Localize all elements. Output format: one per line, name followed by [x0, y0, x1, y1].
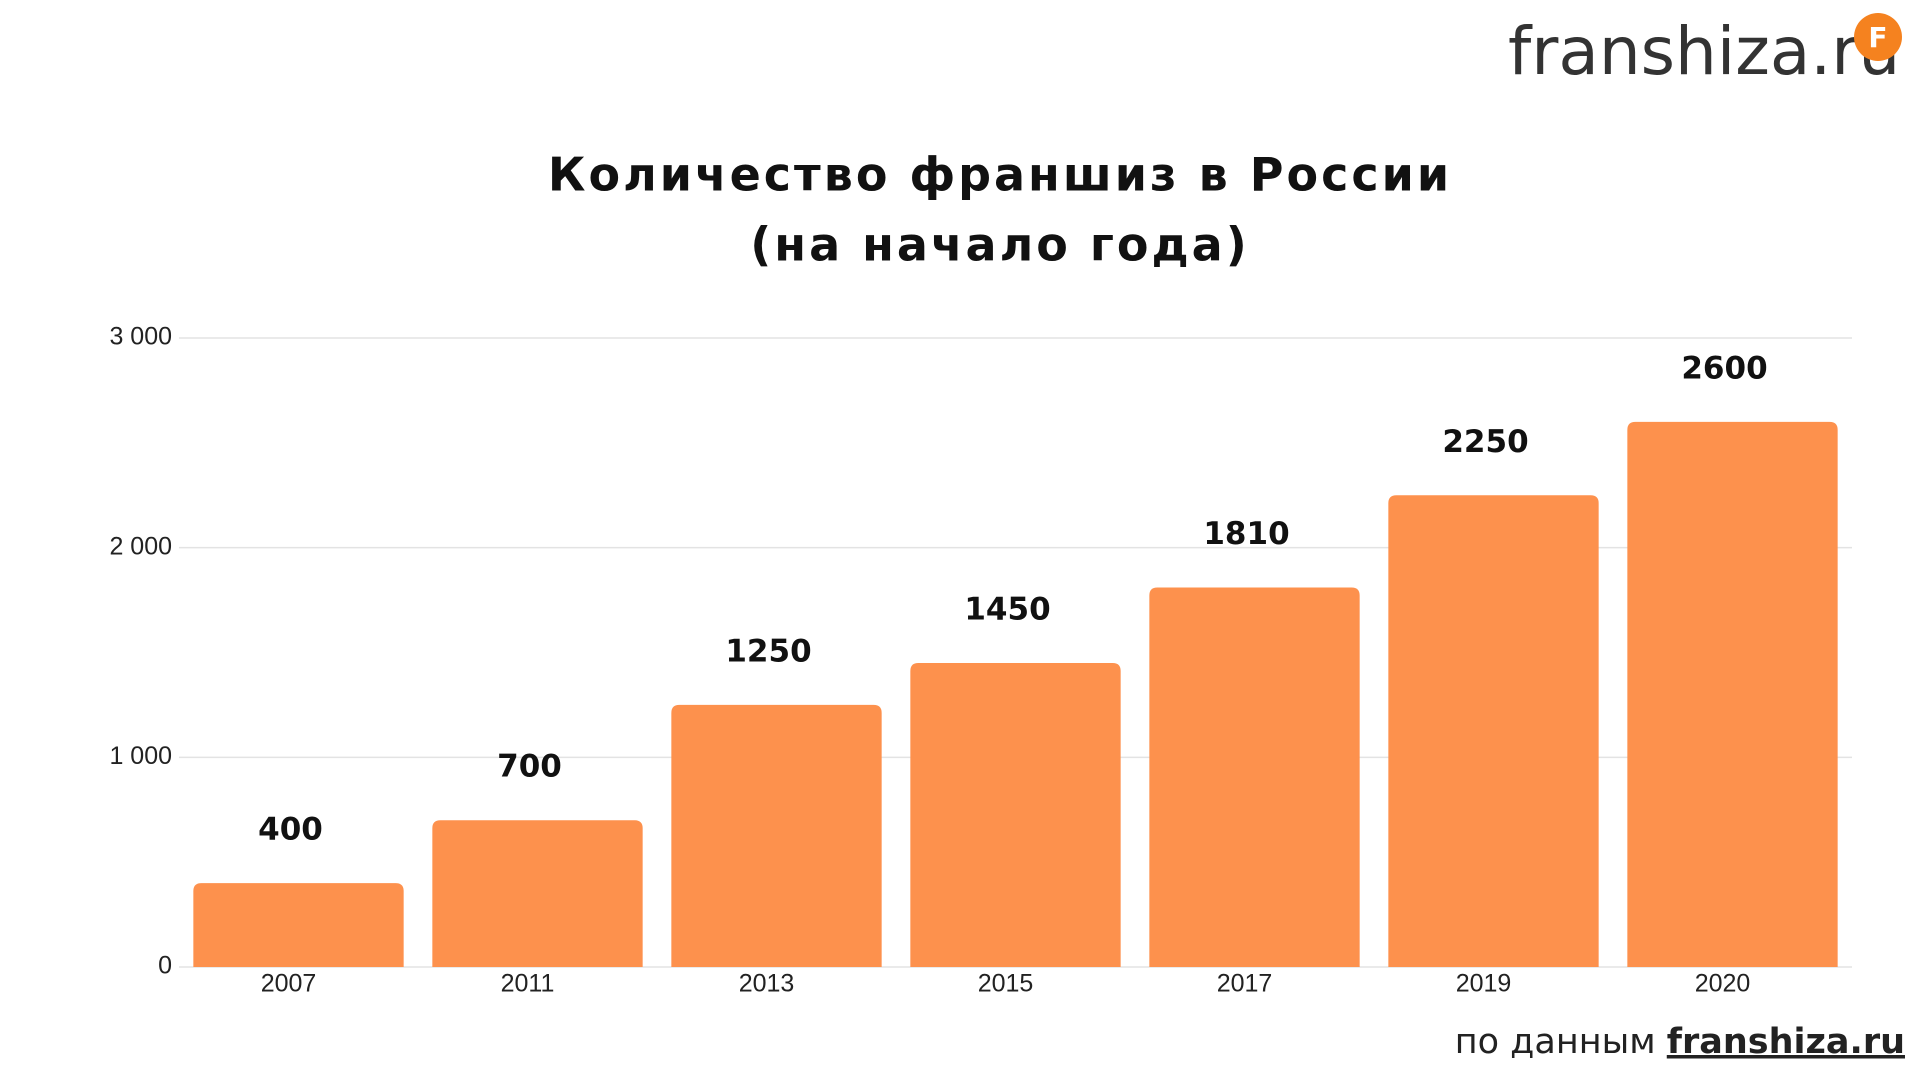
value-label: 2600	[1681, 350, 1767, 386]
y-tick-label: 2 000	[109, 532, 172, 560]
value-label: 400	[258, 812, 323, 848]
x-tick-label: 2017	[1217, 970, 1273, 998]
source-link[interactable]: franshiza.ru	[1667, 1022, 1905, 1062]
bar	[432, 820, 643, 967]
bar	[1388, 495, 1599, 967]
value-label: 2250	[1442, 424, 1528, 460]
value-label: 1250	[725, 633, 811, 669]
y-tick-label: 1 000	[109, 742, 172, 770]
bar	[193, 883, 404, 967]
y-tick-label: 0	[158, 952, 172, 980]
bar	[1627, 421, 1838, 967]
x-tick-label: 2007	[261, 970, 317, 998]
source: по данным franshiza.ru	[1455, 1022, 1905, 1062]
x-tick-label: 2019	[1456, 970, 1512, 998]
logo-icon	[1854, 13, 1902, 61]
logo-icon-letter: F	[1868, 21, 1887, 54]
logo-text[interactable]: franshiza.ru	[1508, 13, 1900, 90]
source-prefix: по данным	[1455, 1022, 1656, 1062]
chart-title: Количество франшиз в России	[548, 148, 1452, 202]
bar	[1149, 587, 1360, 967]
x-tick-label: 2020	[1695, 970, 1751, 998]
bar	[910, 662, 1121, 967]
value-label: 1810	[1203, 516, 1289, 552]
x-tick-label: 2015	[978, 970, 1034, 998]
bar	[671, 704, 882, 967]
value-label: 1450	[964, 591, 1050, 627]
y-tick-label: 3 000	[109, 323, 172, 351]
x-tick-label: 2011	[501, 970, 555, 998]
value-label: 700	[497, 749, 562, 785]
x-tick-label: 2013	[739, 970, 795, 998]
chart-subtitle: (на начало года)	[750, 218, 1249, 272]
